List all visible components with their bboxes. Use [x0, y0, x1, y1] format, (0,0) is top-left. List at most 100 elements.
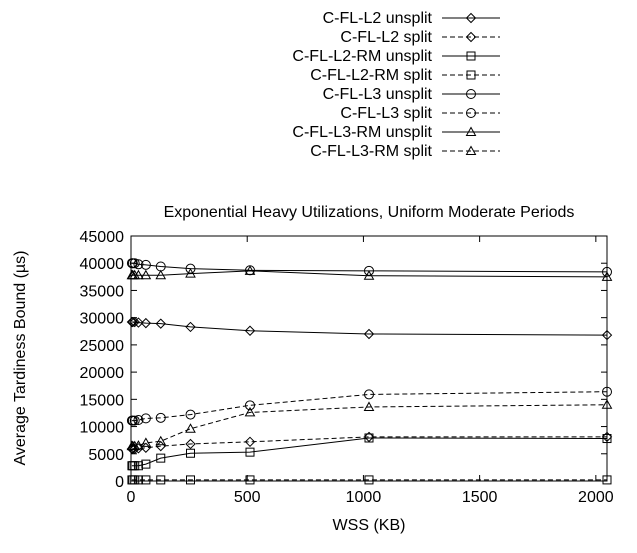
- y-tick-label: 15000: [80, 392, 125, 409]
- series-line: [131, 262, 608, 273]
- data-point: [155, 318, 166, 329]
- data-point: [155, 412, 166, 423]
- data-point: [140, 317, 152, 329]
- data-point: [185, 409, 196, 420]
- data-point: [601, 399, 613, 409]
- series: [126, 316, 613, 341]
- data-point: [185, 438, 196, 450]
- legend-item: C-FL-L3-RM unsplit: [292, 124, 500, 141]
- y-tick-label: 25000: [80, 338, 125, 355]
- data-point: [129, 415, 140, 426]
- data-point: [133, 440, 144, 450]
- data-point: [364, 433, 374, 443]
- data-point: [364, 475, 374, 485]
- data-point: [141, 475, 151, 485]
- data-point: [602, 386, 612, 397]
- legend-label: C-FL-L2-RM split: [310, 67, 432, 84]
- x-tick-label: 0: [127, 489, 136, 506]
- data-point: [245, 447, 255, 457]
- y-tick-label: 5000: [88, 447, 124, 464]
- data-point: [601, 271, 613, 281]
- y-tick-label: 35000: [80, 283, 125, 300]
- data-point: [156, 475, 166, 485]
- y-tick-label: 40000: [80, 256, 125, 273]
- series: [126, 265, 613, 281]
- axes: 0500010000150002000025000300003500040000…: [80, 229, 614, 506]
- series-line: [131, 321, 608, 336]
- data-point: [129, 440, 141, 451]
- series-line: [131, 404, 608, 447]
- legend-label: C-FL-L2-RM unsplit: [292, 48, 432, 65]
- data-point: [244, 436, 256, 448]
- data-point: [133, 317, 144, 328]
- data-point: [601, 431, 613, 443]
- legend-marker: [466, 70, 476, 80]
- y-tick-label: 30000: [80, 311, 125, 328]
- data-point: [155, 435, 167, 446]
- data-point: [601, 329, 613, 341]
- data-point: [363, 401, 375, 411]
- data-point: [363, 328, 375, 340]
- data-point: [133, 475, 143, 485]
- legend-marker: [466, 51, 476, 61]
- data-point: [186, 448, 195, 458]
- data-point: [244, 406, 256, 417]
- legend-marker: [465, 145, 477, 155]
- series-line: [131, 270, 608, 278]
- data-point: [140, 437, 152, 447]
- legend-label: C-FL-L3 split: [340, 105, 432, 122]
- legend-label: C-FL-L3 unsplit: [323, 86, 433, 103]
- y-tick-label: 20000: [80, 365, 125, 382]
- series-line: [131, 391, 608, 422]
- y-tick-label: 10000: [80, 420, 125, 437]
- y-tick-label: 45000: [80, 229, 125, 246]
- plot-frame: [130, 235, 608, 482]
- data-point: [364, 389, 374, 400]
- data-point: [244, 325, 256, 336]
- y-tick-label: 0: [115, 474, 124, 491]
- x-axis-label: WSS (KB): [333, 517, 406, 534]
- data-point: [602, 434, 612, 444]
- series-group: [126, 258, 613, 485]
- legend-label: C-FL-L3-RM split: [310, 143, 432, 160]
- series-line: [131, 437, 608, 467]
- x-tick-label: 500: [234, 489, 261, 506]
- data-point: [155, 269, 167, 280]
- data-point: [133, 415, 144, 426]
- legend-marker: [465, 126, 477, 136]
- data-point: [133, 269, 144, 280]
- data-point: [185, 268, 196, 278]
- legend-label: C-FL-L2 unsplit: [323, 10, 433, 27]
- series: [126, 386, 612, 426]
- legend-marker: [466, 89, 476, 99]
- data-point: [129, 316, 140, 328]
- data-point: [133, 259, 144, 270]
- data-point: [186, 475, 195, 485]
- data-point: [602, 475, 612, 485]
- legend: C-FL-L2 unsplit C-FL-L2 split C-FL-L2-RM u…: [292, 10, 500, 160]
- data-point: [363, 431, 375, 443]
- data-point: [156, 453, 166, 463]
- legend-item: C-FL-L2-RM unsplit: [292, 48, 500, 65]
- x-tick-label: 1000: [346, 489, 382, 506]
- data-point: [245, 475, 255, 485]
- data-point: [185, 321, 196, 333]
- data-point: [126, 316, 138, 328]
- data-point: [363, 270, 375, 280]
- series: [127, 433, 612, 471]
- legend-item: C-FL-L3-RM split: [310, 143, 500, 160]
- legend-item: C-FL-L2-RM split: [310, 67, 500, 84]
- data-point: [245, 400, 255, 411]
- y-axis-label: Average Tardiness Bound (µs): [12, 251, 29, 466]
- legend-label: C-FL-L2 split: [340, 29, 432, 46]
- series: [126, 399, 613, 451]
- data-point: [129, 258, 140, 269]
- legend-marker: [465, 12, 477, 24]
- legend-label: C-FL-L3-RM unsplit: [292, 124, 432, 141]
- data-point: [140, 269, 152, 280]
- x-tick-label: 2000: [578, 489, 614, 506]
- legend-item: C-FL-L2 unsplit: [323, 10, 500, 27]
- data-point: [140, 259, 151, 270]
